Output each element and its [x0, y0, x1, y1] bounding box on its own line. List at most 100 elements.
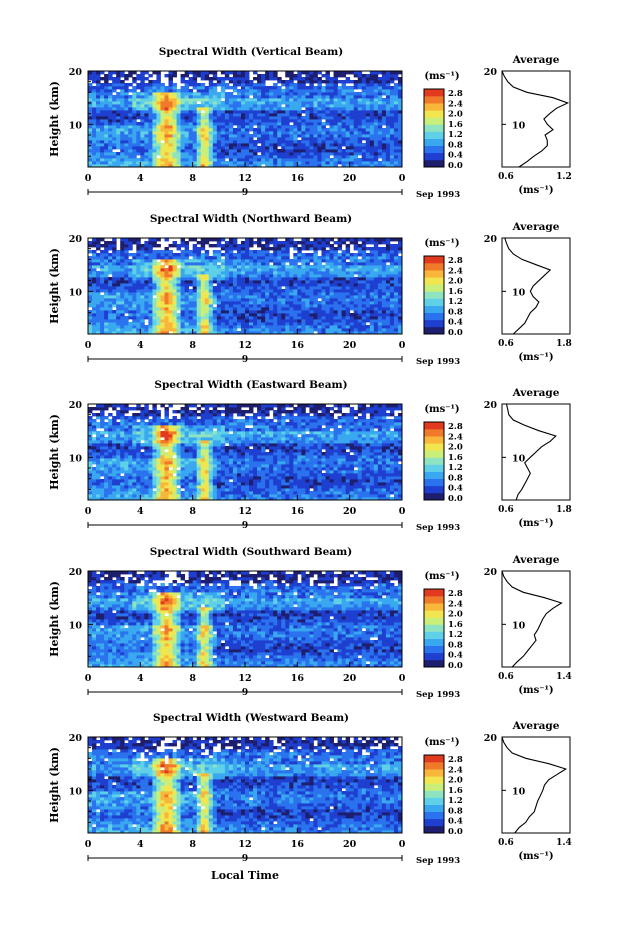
- heatmap-cell: [253, 119, 258, 123]
- heatmap-cell: [277, 250, 282, 254]
- heatmap-cell: [301, 277, 306, 281]
- heatmap-cell: [393, 253, 399, 257]
- heatmap-cell: [128, 83, 133, 87]
- heatmap-cell: [148, 244, 153, 248]
- heatmap-cell: [208, 289, 214, 293]
- heatmap-cell: [192, 322, 198, 326]
- heatmap-cell: [341, 328, 347, 332]
- heatmap-cell: [148, 250, 153, 254]
- heatmap-cell: [293, 116, 298, 120]
- heatmap-cell: [140, 244, 145, 248]
- heatmap-cell: [216, 134, 222, 138]
- heatmap-cell: [240, 71, 246, 75]
- heatmap-cell: [176, 292, 181, 296]
- heatmap-cell: [172, 298, 177, 302]
- heatmap-cell: [385, 295, 391, 299]
- heatmap-cell: [120, 310, 125, 314]
- heatmap-cell: [257, 310, 262, 314]
- heatmap-cell: [357, 164, 363, 168]
- heatmap-cell: [224, 497, 230, 501]
- heatmap-cell: [317, 116, 322, 120]
- heatmap-cell: [140, 74, 145, 78]
- heatmap-cell: [281, 119, 286, 123]
- heatmap-cell: [236, 95, 242, 99]
- heatmap-cell: [257, 86, 262, 90]
- heatmap-cell: [116, 307, 121, 311]
- heatmap-cell: [116, 131, 121, 135]
- heatmap-cell: [224, 259, 230, 263]
- heatmap-cell: [156, 256, 161, 260]
- heatmap-cell: [152, 107, 157, 111]
- heatmap-cell: [353, 143, 359, 147]
- heatmap-cell: [357, 244, 363, 248]
- heatmap-cell: [216, 92, 222, 96]
- heatmap-cell: [361, 292, 367, 296]
- heatmap-cell: [325, 289, 330, 293]
- heatmap-cell: [257, 319, 262, 323]
- heatmap-cell: [148, 331, 153, 335]
- heatmap-cell: [92, 253, 97, 257]
- heatmap-cell: [200, 113, 206, 117]
- heatmap-cell: [232, 325, 238, 329]
- heatmap-cell: [184, 247, 190, 251]
- heatmap-cell: [208, 301, 214, 305]
- heatmap-cell: [224, 286, 230, 290]
- heatmap-cell: [369, 268, 375, 272]
- heatmap-cell: [192, 146, 198, 150]
- heatmap-cell: [156, 128, 161, 132]
- heatmap-cell: [236, 74, 242, 78]
- heatmap-cell: [136, 238, 141, 242]
- heatmap-cell: [261, 331, 266, 335]
- heatmap-cell: [124, 140, 129, 144]
- heatmap-cell: [325, 256, 330, 260]
- heatmap-cell: [192, 125, 198, 129]
- heatmap-cell: [349, 134, 355, 138]
- heatmap-cell: [269, 77, 274, 81]
- heatmap-cell: [253, 295, 258, 299]
- heatmap-cell: [297, 104, 302, 108]
- heatmap-cell: [112, 83, 117, 87]
- heatmap-cell: [220, 161, 226, 165]
- heatmap-cell: [273, 256, 278, 260]
- heatmap-cell: [289, 244, 294, 248]
- heatmap-cell: [393, 110, 399, 114]
- heatmap-cell: [313, 86, 318, 90]
- heatmap-cell: [365, 110, 371, 114]
- heatmap-cell: [329, 110, 334, 114]
- heatmap-cell: [184, 304, 190, 308]
- heatmap-cell: [144, 268, 149, 272]
- heatmap-cell: [100, 152, 105, 156]
- heatmap-cell: [148, 122, 153, 126]
- heatmap-cell: [317, 137, 322, 141]
- heatmap-cell: [120, 158, 125, 162]
- heatmap-cell: [365, 125, 371, 129]
- heatmap-cell: [92, 98, 97, 102]
- heatmap-cell: [377, 122, 383, 126]
- avg-x-tick-label: 1.2: [556, 172, 572, 182]
- heatmap-cell: [349, 164, 355, 168]
- heatmap-cell: [184, 134, 190, 138]
- heatmap-cell: [88, 137, 93, 141]
- heatmap-cell: [301, 238, 306, 242]
- heatmap-cell: [88, 98, 93, 102]
- heatmap-cell: [369, 241, 375, 245]
- heatmap-cell: [393, 322, 399, 326]
- heatmap-cell: [204, 494, 210, 498]
- heatmap-cell: [200, 289, 206, 293]
- heatmap-cell: [180, 494, 186, 498]
- heatmap-cell: [301, 313, 306, 317]
- heatmap-cell: [249, 116, 254, 120]
- heatmap-cell: [180, 152, 186, 156]
- heatmap-cell: [381, 101, 387, 105]
- heatmap-cell: [192, 259, 198, 263]
- heatmap-cell: [337, 80, 343, 84]
- heatmap-cell: [341, 131, 347, 135]
- heatmap-cell: [333, 494, 338, 498]
- colorbar-swatch: [424, 312, 444, 321]
- heatmap-cell: [397, 250, 403, 254]
- heatmap-cell: [329, 113, 334, 117]
- heatmap-cell: [281, 295, 286, 299]
- heatmap-cell: [249, 140, 254, 144]
- heatmap-cell: [204, 134, 210, 138]
- heatmap-cell: [140, 86, 145, 90]
